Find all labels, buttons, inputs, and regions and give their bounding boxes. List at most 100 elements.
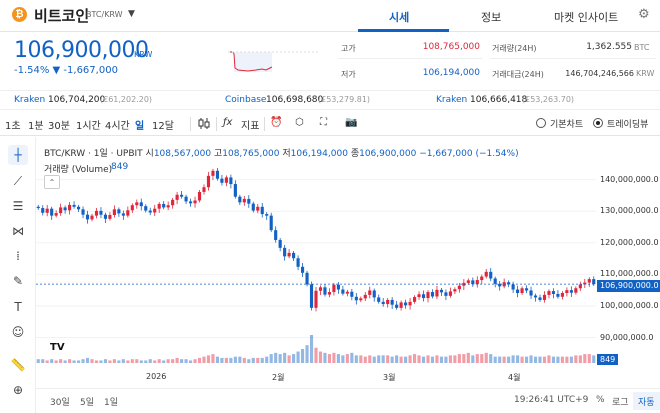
trend-line-icon[interactable]: ⟋	[13, 173, 23, 188]
auto-scale-toggle[interactable]: 자동	[633, 392, 660, 410]
range-1d[interactable]: 1일	[104, 398, 119, 408]
candle-body	[54, 213, 58, 216]
candlestick-chart[interactable]	[36, 137, 660, 388]
volume-bar	[507, 356, 511, 363]
volume-bar	[296, 351, 300, 363]
volume-bar	[41, 359, 45, 363]
radio-basic-chart[interactable]	[536, 118, 546, 128]
sparkline-chart	[228, 51, 320, 72]
interval-30m[interactable]: 30분	[48, 121, 70, 132]
settings-hex-icon[interactable]: ⬡	[295, 117, 304, 128]
candle-body	[399, 302, 403, 308]
ruler-icon[interactable]: 📏	[10, 358, 26, 372]
candle-body	[444, 292, 448, 296]
emoji-icon[interactable]: ☺	[11, 325, 25, 339]
gear-icon[interactable]: ⚙	[638, 7, 650, 22]
interval-1h[interactable]: 1시간	[76, 121, 101, 132]
radio-tradingview-label[interactable]: 트레이딩뷰	[607, 120, 649, 130]
fib-icon[interactable]: ⁞	[16, 249, 20, 263]
tab-price[interactable]: 시세	[389, 11, 410, 24]
candle-body	[202, 187, 206, 192]
brush-icon[interactable]: ✎	[12, 274, 24, 288]
candle-body	[489, 271, 493, 279]
zoom-in-icon[interactable]: ⊕	[12, 383, 24, 397]
volume-bar	[556, 356, 560, 363]
exchange-name[interactable]: Kraken	[436, 95, 468, 105]
last-volume-tag: 849	[597, 354, 619, 365]
volume-bar	[256, 357, 260, 363]
log-scale-toggle[interactable]: 로그	[612, 398, 629, 408]
volume-bar	[265, 356, 269, 363]
candle-body	[560, 293, 564, 297]
candle-body	[274, 230, 278, 240]
candle-body	[381, 301, 385, 305]
tab-info[interactable]: 정보	[481, 11, 502, 24]
candle-body	[224, 177, 228, 183]
volume-bar	[242, 357, 246, 363]
indicator-button[interactable]: 지표	[241, 121, 260, 132]
price-axis-tick: 110,000,000.0	[600, 269, 659, 279]
chart-symbol: BTC/KRW · 1일 · UPBIT	[44, 149, 143, 159]
horizontal-lines-icon[interactable]: ☰	[12, 199, 24, 213]
range-5d[interactable]: 5일	[80, 398, 95, 408]
candle-body	[336, 284, 340, 290]
range-30d[interactable]: 30일	[50, 398, 70, 408]
volume-bar	[94, 360, 99, 363]
interval-12m[interactable]: 12달	[152, 121, 174, 132]
pattern-icon[interactable]: ⋈	[12, 224, 24, 238]
radio-tradingview[interactable]	[593, 118, 603, 128]
volume-bar	[153, 360, 157, 363]
camera-icon[interactable]: 📷	[345, 117, 358, 128]
candle-body	[421, 294, 426, 299]
candle-body	[354, 296, 358, 301]
volume-bar	[309, 335, 314, 363]
volume-bar	[551, 356, 556, 363]
volume-bar	[421, 356, 426, 363]
volume-bar	[574, 355, 578, 363]
coin-pair[interactable]: BTC/KRW	[86, 10, 123, 19]
candle-body	[283, 247, 287, 257]
volume-bar	[475, 354, 479, 363]
candlestick-icon[interactable]	[198, 117, 210, 133]
interval-1m[interactable]: 1분	[28, 121, 44, 132]
candle-body	[551, 291, 556, 294]
interval-1d[interactable]: 일	[135, 121, 145, 132]
radio-basic-chart-label[interactable]: 기본차트	[550, 120, 584, 130]
interval-1s[interactable]: 1초	[5, 121, 21, 132]
candle-body	[372, 290, 376, 298]
exchange-name[interactable]: Coinbase	[225, 95, 267, 105]
candle-body	[220, 178, 224, 183]
current-time[interactable]: 19:26:41 UTC+9	[514, 395, 589, 405]
tradingview-logo[interactable]: TV	[50, 342, 65, 353]
price-unit: KRW	[134, 50, 153, 59]
function-icon[interactable]: ƒx	[223, 117, 233, 128]
collapse-legend-button[interactable]: ⌃	[44, 175, 60, 189]
candle-body	[498, 283, 502, 287]
volume-bar	[54, 360, 58, 363]
crosshair-icon[interactable]: ┼	[8, 145, 28, 165]
candle-body	[153, 208, 157, 213]
volume-bar	[578, 355, 582, 363]
volume-bar	[542, 356, 547, 363]
candle-body	[538, 297, 542, 300]
volume-legend-value: 849	[111, 162, 129, 172]
coin-name[interactable]: 비트코인	[34, 7, 90, 25]
candle-body	[135, 202, 139, 206]
alert-icon[interactable]: ⏰	[270, 117, 283, 128]
price-axis-tick: 120,000,000.0	[600, 237, 659, 247]
percent-scale-toggle[interactable]: %	[596, 395, 605, 405]
chevron-down-icon[interactable]: ▼	[128, 9, 135, 19]
volume-bar	[135, 359, 139, 363]
text-icon[interactable]: T	[14, 300, 22, 314]
candle-body	[233, 184, 237, 197]
candle-body	[300, 266, 305, 273]
candle-body	[292, 252, 296, 259]
candle-body	[157, 203, 161, 209]
layout-icon[interactable]: ⛶	[320, 117, 327, 128]
volume-bar	[363, 356, 367, 363]
interval-4h[interactable]: 4시간	[105, 121, 130, 132]
tab-market-insight[interactable]: 마켓 인사이트	[554, 11, 619, 24]
exchange-name[interactable]: Kraken	[14, 95, 46, 105]
candle-body	[45, 208, 49, 213]
candle-body	[68, 204, 72, 211]
